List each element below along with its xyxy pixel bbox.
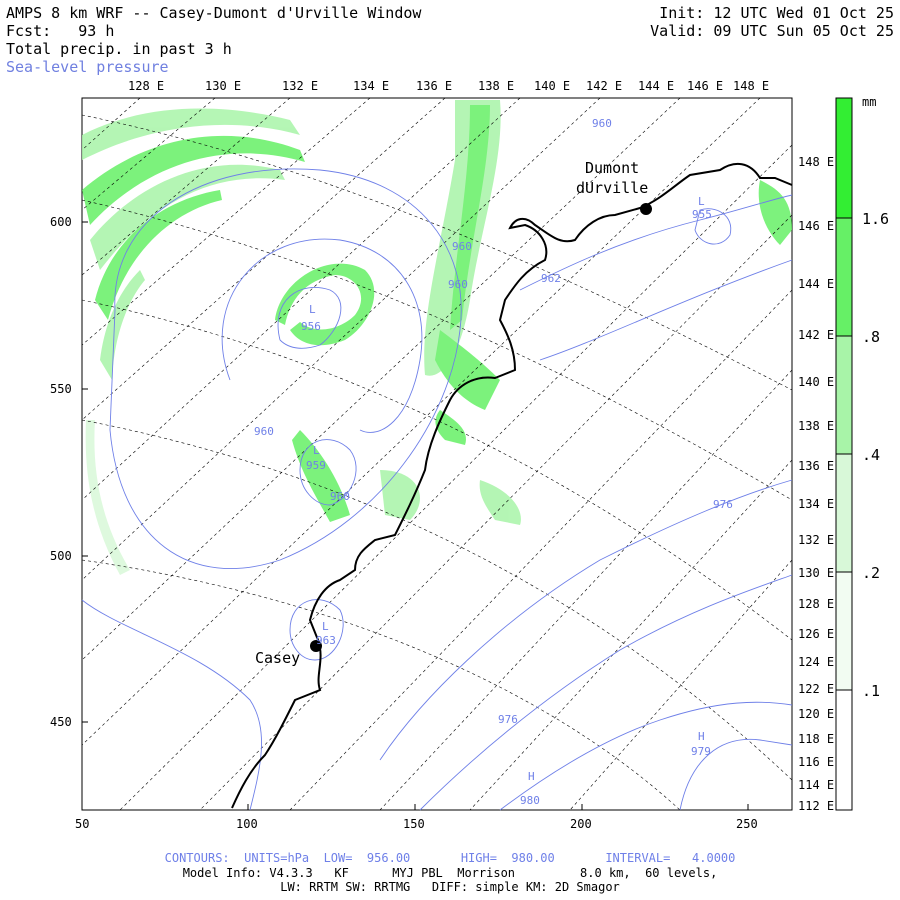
colorbar-swatch	[836, 572, 852, 690]
lon-label: 148 E	[733, 79, 769, 93]
lon-label: 120 E	[798, 707, 834, 721]
lon-label: 128 E	[128, 79, 164, 93]
slp-high-marker: H	[528, 770, 535, 783]
slp-label: 960	[452, 240, 472, 253]
lon-label: 146 E	[798, 219, 834, 233]
colorbar-swatch	[836, 454, 852, 572]
y-axis: 600 550 500 450	[50, 215, 88, 729]
lon-label: 116 E	[798, 755, 834, 769]
colorbar-swatch	[836, 218, 852, 336]
lon-label: 140 E	[534, 79, 570, 93]
header-right: Init: 12 UTC Wed 01 Oct 25 Valid: 09 UTC…	[650, 4, 894, 40]
lon-label: 136 E	[416, 79, 452, 93]
lon-label: 134 E	[353, 79, 389, 93]
x-tick-label: 50	[75, 817, 89, 831]
x-tick-label: 100	[236, 817, 258, 831]
x-axis: 50 100 150 200 250	[75, 804, 758, 831]
colorbar-swatch	[836, 690, 852, 810]
slp-low-marker: L	[313, 444, 320, 457]
colorbar: mm 1.6 .8 .4 .2 .1	[835, 95, 889, 811]
lon-label: 138 E	[478, 79, 514, 93]
colorbar-label: .4	[862, 446, 880, 464]
lon-label: 132 E	[798, 533, 834, 547]
slp-label: 960	[448, 278, 468, 291]
lon-label: 122 E	[798, 682, 834, 696]
lon-label: 112 E	[798, 799, 834, 813]
slp-label: 955	[692, 208, 712, 221]
lon-label: 140 E	[798, 375, 834, 389]
forecast-label: Fcst:	[6, 22, 52, 40]
slp-low-marker: L	[309, 303, 316, 316]
lon-label: 136 E	[798, 459, 834, 473]
colorbar-label: .1	[862, 682, 880, 700]
physics-info: LW: RRTM SW: RRTMG DIFF: simple KM: 2D S…	[280, 880, 620, 894]
station-dot-dumont	[640, 203, 652, 215]
lon-label: 132 E	[282, 79, 318, 93]
map-title: AMPS 8 km WRF -- Casey-Dumont d'Urville …	[6, 4, 422, 22]
colorbar-swatch	[836, 336, 852, 454]
station-label-casey: Casey	[255, 649, 300, 667]
station-dot-casey	[310, 640, 322, 652]
x-tick-label: 200	[570, 817, 592, 831]
x-tick-label: 150	[403, 817, 425, 831]
lon-label: 144 E	[638, 79, 674, 93]
model-info: Model Info: V4.3.3 KF MYJ PBL Morrison 8…	[182, 866, 718, 880]
slp-low-marker: L	[698, 195, 705, 208]
slp-high-marker: H	[698, 730, 705, 743]
lon-label: 130 E	[798, 566, 834, 580]
lon-label: 128 E	[798, 597, 834, 611]
overlay-name: Sea-level pressure	[6, 58, 169, 76]
y-tick-label: 550	[50, 382, 72, 396]
pressure-contours	[81, 168, 793, 811]
slp-low-marker: L	[322, 620, 329, 633]
slp-label: 976	[713, 498, 733, 511]
header-left: AMPS 8 km WRF -- Casey-Dumont d'Urville …	[6, 4, 421, 76]
lon-label: 114 E	[798, 778, 834, 792]
slp-label: 960	[330, 490, 350, 503]
y-tick-label: 450	[50, 715, 72, 729]
lon-label: 130 E	[205, 79, 241, 93]
lon-label: 134 E	[798, 497, 834, 511]
plot-frame	[81, 97, 793, 811]
station-label-dumont-2: dUrville	[576, 179, 648, 197]
precip-shading	[82, 100, 792, 575]
slp-label: 956	[301, 320, 321, 333]
lon-label: 146 E	[687, 79, 723, 93]
colorbar-label: 1.6	[862, 210, 889, 228]
slp-label: 980	[520, 794, 540, 807]
right-lon-labels: 148 E 146 E 144 E 142 E 140 E 138 E 136 …	[798, 155, 834, 813]
colorbar-label: .2	[862, 564, 880, 582]
slp-label: 960	[254, 425, 274, 438]
slp-label: 979	[691, 745, 711, 758]
x-tick-label: 250	[736, 817, 758, 831]
colorbar-label: .8	[862, 328, 880, 346]
lon-label: 124 E	[798, 655, 834, 669]
slp-label: 960	[592, 117, 612, 130]
y-tick-label: 600	[50, 215, 72, 229]
lon-label: 138 E	[798, 419, 834, 433]
y-tick-label: 500	[50, 549, 72, 563]
colorbar-swatch	[836, 98, 852, 218]
slp-label: 959	[306, 459, 326, 472]
valid-time: Valid: 09 UTC Sun 05 Oct 25	[650, 22, 894, 40]
lon-label: 142 E	[586, 79, 622, 93]
top-lon-labels: 128 E 130 E 132 E 134 E 136 E 138 E 140 …	[128, 79, 769, 93]
slp-label: 962	[541, 272, 561, 285]
slp-label: 963	[316, 634, 336, 647]
station-label-dumont: Dumont	[585, 159, 639, 177]
lon-label: 142 E	[798, 328, 834, 342]
forecast-hour: 93 h	[78, 22, 115, 40]
colorbar-unit: mm	[862, 95, 876, 109]
lon-label: 118 E	[798, 732, 834, 746]
field-name: Total precip. in past 3 h	[6, 40, 232, 58]
contour-info: CONTOURS: UNITS=hPa LOW= 956.00 HIGH= 98…	[164, 851, 736, 865]
init-time: Init: 12 UTC Wed 01 Oct 25	[659, 4, 894, 22]
station-markers: Dumont dUrville Casey	[255, 159, 652, 667]
lon-label: 126 E	[798, 627, 834, 641]
lon-label: 148 E	[798, 155, 834, 169]
lon-label: 144 E	[798, 277, 834, 291]
slp-label: 976	[498, 713, 518, 726]
pressure-labels: 960 L 955 960 960 962 L 956 960 L 959 96…	[254, 117, 733, 807]
